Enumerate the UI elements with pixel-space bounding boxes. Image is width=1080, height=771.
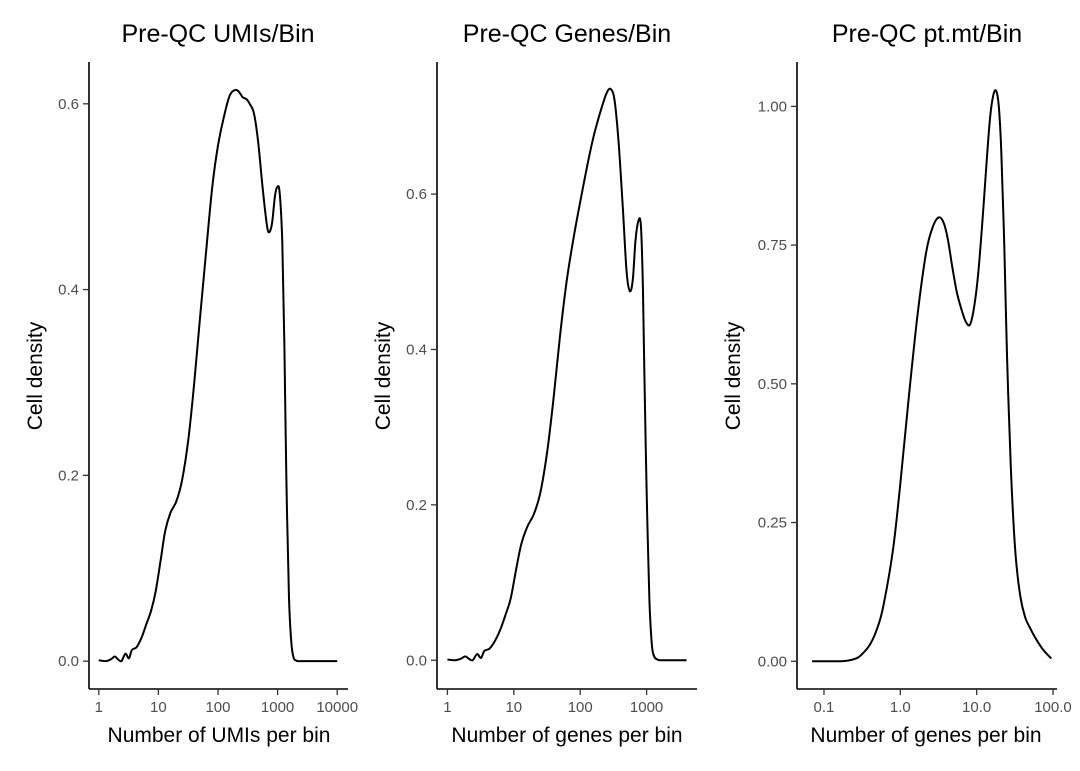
panel-umis-title: Pre-QC UMIs/Bin	[121, 20, 314, 48]
panel-umis-y-ticks: 0.0 0.2 0.4 0.6	[58, 96, 89, 670]
panel-genes-y-ticks: 0.0 0.2 0.4 0.6	[406, 186, 437, 669]
panel-umis-x-tick-label: 1	[95, 699, 103, 716]
panel-ptmt-title: Pre-QC pt.mt/Bin	[832, 20, 1022, 48]
panel-ptmt-x-ticks: 0.1 1.0 10.0 100.0	[814, 689, 1072, 716]
panel-ptmt-y-tick-label: 0.50	[758, 376, 787, 393]
panel-genes-x-tick-label: 100	[568, 699, 593, 716]
panel-umis-x-tick-label: 100	[205, 699, 230, 716]
panel-ptmt-density-line	[812, 89, 1053, 663]
panel-umis: Pre-QC UMIs/Bin Number of UMIs per bin C…	[24, 20, 358, 747]
panel-umis-x-ticks: 1 10 100 1000 10000	[95, 689, 358, 716]
panel-ptmt-x-tick-label: 0.1	[814, 699, 835, 716]
panel-genes-y-tick-label: 0.4	[406, 341, 427, 358]
panel-umis-x-tick-label: 10	[150, 699, 167, 716]
panel-umis-y-tick-label: 0.0	[58, 653, 79, 670]
panel-genes-density-line	[447, 87, 687, 662]
panel-genes-x-tick-label: 1	[443, 699, 451, 716]
panel-genes-y-tick-label: 0.2	[406, 497, 427, 514]
panel-genes-x-axis-label: Number of genes per bin	[451, 724, 682, 747]
panel-ptmt-y-tick-label: 1.00	[758, 98, 787, 115]
panel-genes-title: Pre-QC Genes/Bin	[463, 20, 671, 48]
panel-ptmt-x-tick-label: 10.0	[962, 699, 991, 716]
panel-umis-x-tick-label: 10000	[316, 699, 358, 716]
panel-genes-y-tick-label: 0.6	[406, 186, 427, 203]
panel-genes-y-tick-label: 0.0	[406, 652, 427, 669]
panel-umis-y-tick-label: 0.6	[58, 96, 79, 113]
panel-ptmt-x-axis-label: Number of genes per bin	[810, 724, 1041, 747]
panel-ptmt-y-tick-label: 0.25	[758, 515, 787, 532]
panel-umis-x-axis-label: Number of UMIs per bin	[108, 724, 331, 747]
panel-umis-y-tick-label: 0.4	[58, 282, 79, 299]
panel-umis-density-line	[98, 88, 338, 663]
panel-genes-x-tick-label: 10	[505, 699, 522, 716]
panel-ptmt: Pre-QC pt.mt/Bin Number of genes per bin…	[722, 20, 1072, 747]
panel-ptmt-x-tick-label: 1.0	[890, 699, 911, 716]
panel-ptmt-x-tick-label: 100.0	[1034, 699, 1072, 716]
panel-ptmt-y-tick-label: 0.00	[758, 653, 787, 670]
panel-umis-y-axis-label: Cell density	[24, 321, 47, 430]
panel-genes-y-axis-label: Cell density	[372, 321, 395, 430]
panel-ptmt-y-ticks: 0.00 0.25 0.50 0.75 1.00	[758, 98, 797, 670]
panel-umis-y-tick-label: 0.2	[58, 467, 79, 484]
panel-genes-x-ticks: 1 10 100 1000	[443, 689, 663, 716]
panel-ptmt-y-axis-label: Cell density	[722, 321, 745, 430]
panel-genes-x-tick-label: 1000	[630, 699, 663, 716]
panel-ptmt-y-tick-label: 0.75	[758, 237, 787, 254]
panel-genes: Pre-QC Genes/Bin Number of genes per bin…	[372, 20, 697, 747]
panel-umis-x-tick-label: 1000	[261, 699, 294, 716]
